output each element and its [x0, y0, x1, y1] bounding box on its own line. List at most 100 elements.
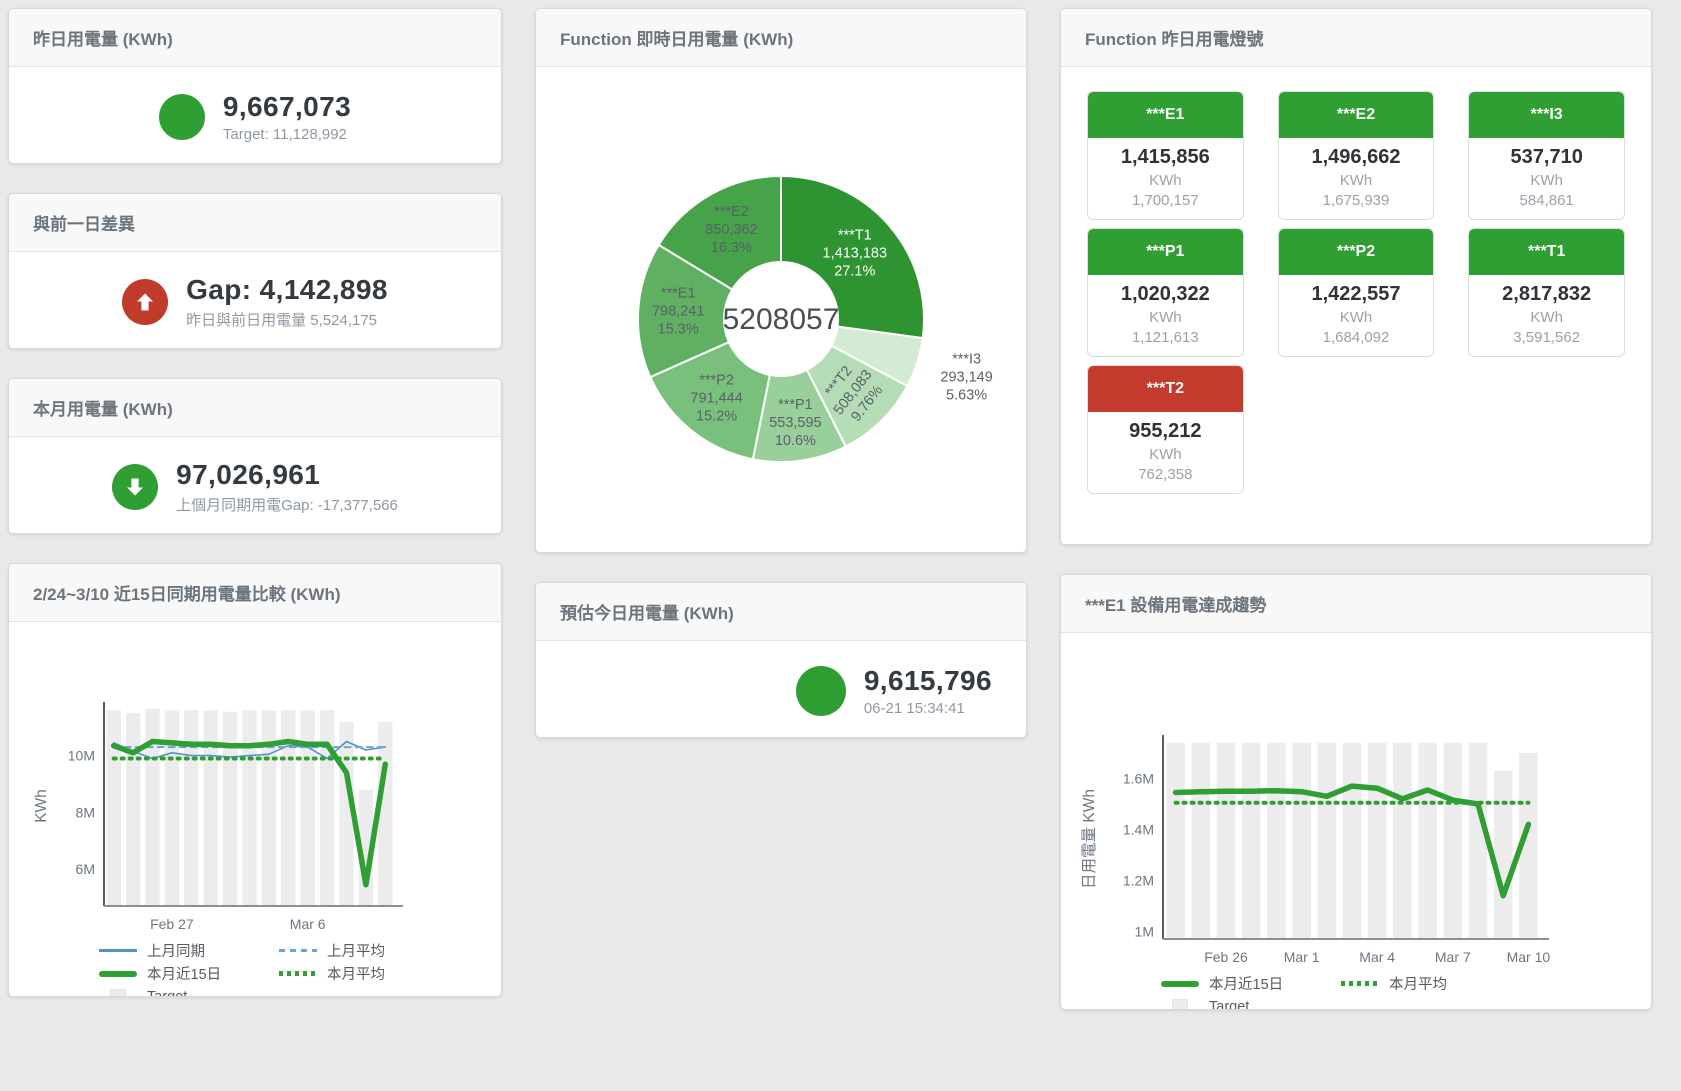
legend-item[interactable]: 本月平均 — [279, 962, 459, 985]
legend-label: 上月平均 — [327, 944, 385, 960]
legend-swatch-line — [99, 949, 137, 952]
card-title: Function 即時日用電量 (KWh) — [560, 30, 794, 49]
legend-swatch-square — [1172, 998, 1188, 1009]
lamp-tile-t2[interactable]: ***T2 955,212 KWh 762,358 — [1087, 365, 1244, 494]
realtime-usage-donut-chart[interactable]: ***T1 1,413,183 27.1% ***I3 293,149 5.63% ***T… — [536, 67, 1026, 551]
kpi-body: 9,615,796 06-21 15:34:41 — [536, 641, 1026, 737]
legend-label: 本月近15日 — [147, 967, 222, 983]
card-title: 本月用電量 (KWh) — [33, 400, 173, 419]
status-circle — [112, 464, 159, 510]
kpi-subtitle: Target: 11,128,992 — [222, 126, 347, 143]
kpi-value: 97,026,961 — [176, 459, 321, 490]
dashboard: 昨日用電量 (KWh) 9,667,073 Target: 11,128,992… — [8, 8, 1652, 1010]
card-header: Function 昨日用電燈號 — [1061, 9, 1651, 67]
card-title: 與前一日差異 — [33, 215, 135, 234]
card-title: 2/24~3/10 近15日同期用電量比較 (KWh) — [33, 585, 341, 604]
legend-item[interactable]: 本月近15日 — [1161, 972, 1341, 995]
svg-text:KWh: KWh — [33, 789, 50, 823]
legend-swatch-square — [110, 988, 126, 996]
lamp-tile-value: 955,212 — [1129, 420, 1202, 442]
legend-swatch-thick — [99, 970, 137, 977]
card-header: 與前一日差異 — [9, 194, 501, 252]
card-title: ***E1 設備用電達成趨勢 — [1085, 596, 1267, 615]
legend-label: 本月平均 — [1389, 977, 1447, 993]
svg-text:日用電量 KWh: 日用電量 KWh — [1081, 789, 1098, 889]
svg-text:Mar 4: Mar 4 — [1359, 949, 1395, 965]
legend-item[interactable]: Target — [99, 985, 279, 996]
lamp-tile-e1[interactable]: ***E1 1,415,856 KWh 1,700,157 — [1087, 91, 1244, 220]
kpi-timestamp: 06-21 15:34:41 — [863, 700, 965, 717]
svg-text:10M: 10M — [68, 748, 95, 764]
kpi-text: 9,615,796 06-21 15:34:41 — [864, 665, 992, 717]
kpi-text: 9,667,073 Target: 11,128,992 — [223, 91, 351, 143]
lamp-tile-target: 1,675,939 — [1322, 192, 1390, 209]
card-header: ***E1 設備用電達成趨勢 — [1061, 575, 1651, 633]
status-circle — [795, 666, 846, 716]
lamp-tile-unit: KWh — [1149, 309, 1182, 326]
lamp-tiles-grid: ***E1 1,415,856 KWh 1,700,157 ***E2 1,49… — [1061, 67, 1651, 518]
svg-text:Mar 1: Mar 1 — [1284, 949, 1320, 965]
lamp-tile-p1[interactable]: ***P1 1,020,322 KWh 1,121,613 — [1087, 228, 1244, 357]
legend-swatch-thick — [1161, 980, 1199, 987]
lamp-tile-value: 537,710 — [1510, 146, 1583, 168]
chart-legend: 上月同期 上月平均本月近15日 本月平均 Target — [99, 939, 489, 996]
lamp-tile-header: ***E2 — [1278, 92, 1434, 138]
svg-text:Mar 7: Mar 7 — [1435, 949, 1471, 965]
lamp-tile-unit: KWh — [1530, 172, 1563, 189]
lamp-tile-unit: KWh — [1149, 172, 1182, 189]
svg-text:Feb 26: Feb 26 — [1204, 949, 1248, 965]
legend-label: 上月同期 — [147, 944, 205, 960]
svg-text:5208057: 5208057 — [723, 303, 840, 336]
lamp-tile-target: 762,358 — [1138, 466, 1193, 483]
card-gap-previous-day: 與前一日差異 Gap: 4,142,898 昨日與前日用電量 5,524,175 — [8, 193, 502, 349]
lamp-tile-e2[interactable]: ***E2 1,496,662 KWh 1,675,939 — [1277, 91, 1435, 220]
column-right: Function 昨日用電燈號 ***E1 1,415,856 KWh 1,70… — [1060, 8, 1652, 1010]
svg-text:8M: 8M — [76, 804, 95, 820]
lamp-tile-value: 2,817,832 — [1502, 283, 1592, 305]
e1-trend-chart[interactable]: 1M 1.2M 1.4M 1.6M Feb 26 Mar 1 Mar 4 Mar 7 Mar 1… — [1061, 731, 1621, 967]
legend-swatch-dots — [279, 971, 317, 976]
svg-text:1.4M: 1.4M — [1123, 821, 1154, 837]
card-e1-trend-chart: ***E1 設備用電達成趨勢 1M 1.2M 1.4M 1.6M Feb 26 Mar 1… — [1060, 574, 1652, 1010]
lamp-tile-header: ***T2 — [1088, 366, 1243, 412]
legend-item[interactable]: Target — [1161, 995, 1341, 1009]
kpi-body: 97,026,961 上個月同期用電Gap: -17,377,566 — [9, 437, 501, 533]
lamp-tile-t1[interactable]: ***T1 2,817,832 KWh 3,591,562 — [1468, 228, 1625, 357]
legend-label: 本月平均 — [327, 967, 385, 983]
card-realtime-donut: Function 即時日用電量 (KWh) ***T1 1,413,183 27.1… — [535, 8, 1027, 553]
arrow-up-icon — [137, 293, 154, 311]
lamp-tile-value: 1,422,557 — [1311, 283, 1401, 305]
legend-label: 本月近15日 — [1209, 977, 1284, 993]
legend-swatch-dots — [1341, 981, 1379, 986]
card-yesterday-usage: 昨日用電量 (KWh) 9,667,073 Target: 11,128,992 — [8, 8, 502, 164]
lamp-tile-unit: KWh — [1149, 446, 1182, 463]
lamp-tile-i3[interactable]: ***I3 537,710 KWh 584,861 — [1468, 91, 1625, 220]
legend-item[interactable]: 上月平均 — [279, 939, 459, 962]
kpi-body: 9,667,073 Target: 11,128,992 — [9, 67, 501, 163]
legend-item[interactable]: 本月近15日 — [99, 962, 279, 985]
lamp-tile-header: ***I3 — [1469, 92, 1624, 138]
column-middle: Function 即時日用電量 (KWh) ***T1 1,413,183 27.1… — [535, 8, 1027, 738]
svg-text:1.6M: 1.6M — [1123, 771, 1154, 787]
legend-item[interactable]: 本月平均 — [1341, 972, 1521, 995]
card-title: 昨日用電量 (KWh) — [33, 30, 173, 49]
kpi-subtitle: 上個月同期用電Gap: -17,377,566 — [176, 497, 398, 514]
lamp-tile-target: 1,684,092 — [1322, 329, 1390, 346]
svg-text:Mar 10: Mar 10 — [1507, 949, 1551, 965]
kpi-subtitle: 昨日與前日用電量 5,524,175 — [186, 312, 378, 329]
lamp-tile-p2[interactable]: ***P2 1,422,557 KWh 1,684,092 — [1277, 228, 1435, 357]
card-title: 預估今日用電量 (KWh) — [560, 604, 734, 623]
legend-item[interactable]: 上月同期 — [99, 939, 279, 962]
kpi-value: 9,615,796 — [863, 665, 992, 696]
svg-text:6M: 6M — [76, 861, 95, 877]
svg-text:Mar 6: Mar 6 — [290, 916, 326, 932]
compare-15day-chart[interactable]: 6M 8M 10M Feb 27 Mar 6 KWh — [9, 698, 495, 934]
lamp-tile-header: ***P1 — [1088, 229, 1243, 275]
lamp-tile-target: 3,591,562 — [1513, 329, 1581, 346]
